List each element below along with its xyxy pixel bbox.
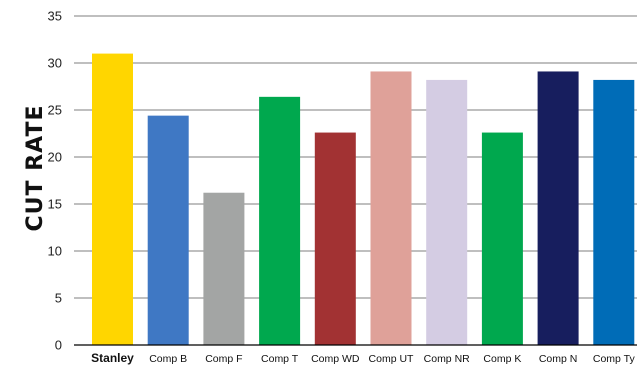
x-tick-label: Comp Ty (593, 353, 636, 365)
y-tick-label: 25 (48, 103, 62, 118)
bar-comp-b (147, 115, 189, 345)
bars (92, 53, 635, 346)
x-tick-label: Comp UT (369, 353, 415, 365)
bar-comp-k (481, 132, 523, 345)
bar-comp-t (259, 96, 301, 345)
y-tick-label: 10 (48, 244, 62, 259)
x-tick-label: Stanley (91, 351, 134, 365)
bar-comp-nr (426, 79, 468, 346)
x-tick-label: Comp F (205, 353, 242, 365)
bar-comp-wd (314, 132, 356, 345)
y-tick-labels: 0 5 10 15 20 25 30 35 (48, 9, 62, 353)
bar-comp-n (537, 71, 579, 346)
x-tick-label: Comp B (149, 353, 187, 365)
x-tick-label: Comp N (539, 353, 578, 365)
y-tick-label: 20 (48, 150, 62, 165)
x-tick-labels: Stanley Comp B Comp F Comp T Comp WD Comp UT C… (91, 351, 635, 365)
bar-comp-ty (593, 79, 635, 346)
bar-comp-f (203, 192, 245, 345)
y-tick-label: 5 (55, 291, 62, 306)
x-tick-label: Comp WD (311, 353, 360, 365)
x-tick-label: Comp NR (424, 353, 471, 365)
bar-comp-ut (370, 71, 412, 346)
y-tick-label: 15 (48, 197, 62, 212)
x-tick-label: Comp K (483, 353, 521, 365)
y-tick-label: 30 (48, 56, 62, 71)
x-tick-label: Comp T (261, 353, 299, 365)
bar-stanley (92, 53, 133, 345)
y-tick-label: 35 (48, 9, 62, 24)
y-tick-label: 0 (55, 338, 62, 353)
y-axis-label: CUT RATE (23, 105, 48, 232)
